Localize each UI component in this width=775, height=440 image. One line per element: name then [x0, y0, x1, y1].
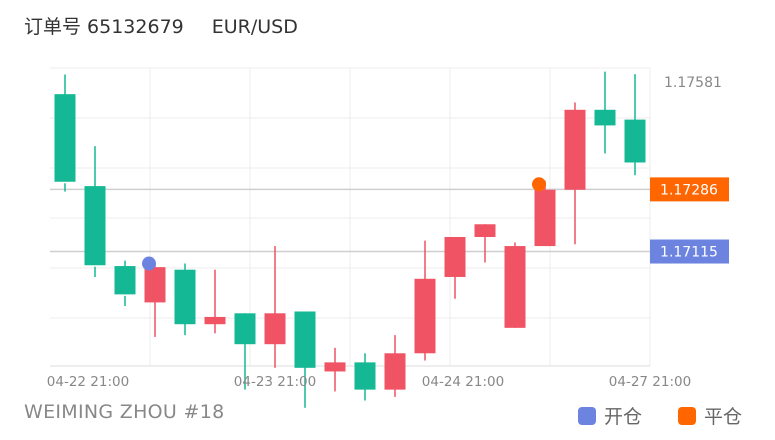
candle-body — [444, 236, 466, 277]
candle-body — [264, 313, 286, 345]
legend-open-label: 开仓 — [604, 406, 643, 428]
legend-close-label: 平仓 — [704, 406, 743, 428]
author-credit: WEIMING ZHOU #18 — [24, 401, 225, 423]
candle-body — [534, 189, 556, 247]
x-tick-label: 04-22 21:00 — [47, 374, 129, 390]
candle-body — [294, 311, 316, 368]
close-position-marker — [532, 177, 546, 192]
candle-body — [324, 362, 346, 372]
open-price-badge — [650, 239, 729, 264]
y-tick-label: 1.17581 — [664, 75, 722, 91]
legend-open: 开仓 — [578, 402, 642, 429]
candle-body — [504, 246, 526, 328]
close-price-label: 1.17286 — [660, 182, 718, 198]
candle-body — [174, 269, 196, 325]
candle-body — [114, 266, 136, 296]
candle-body — [564, 109, 586, 190]
close-price-badge — [650, 177, 729, 202]
candle-body — [474, 224, 496, 237]
candle-body — [234, 313, 256, 345]
open-position-marker — [142, 256, 156, 271]
x-tick-label: 04-24 21:00 — [422, 374, 504, 390]
order-label: 订单号 65132679 — [24, 16, 184, 38]
open-position-swatch — [578, 406, 596, 425]
legend-close: 平仓 — [678, 402, 742, 429]
candle-body — [84, 186, 106, 267]
close-position-swatch — [678, 406, 696, 425]
candle-body — [414, 278, 436, 354]
currency-pair: EUR/USD — [211, 16, 298, 38]
candle-body — [384, 353, 406, 390]
candle-body — [54, 94, 76, 183]
candle-body — [594, 109, 616, 126]
candle-body — [624, 119, 646, 163]
x-tick-label: 04-23 21:00 — [234, 374, 316, 390]
x-tick-label: 04-27 21:00 — [609, 374, 691, 390]
candle-body — [354, 362, 376, 390]
candle-body — [204, 316, 226, 325]
open-price-label: 1.17115 — [660, 245, 718, 261]
candle-body — [144, 267, 166, 303]
chart-header: 订单号 65132679 EUR/USD — [24, 12, 298, 39]
